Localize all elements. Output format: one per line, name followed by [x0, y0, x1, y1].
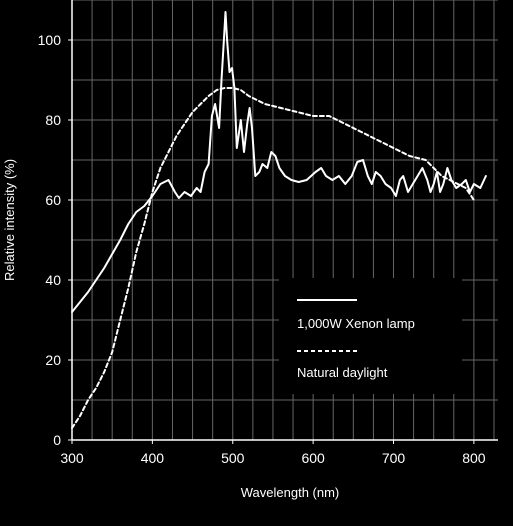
- y-tick-label: 100: [38, 32, 62, 48]
- y-tick-label: 80: [45, 112, 61, 128]
- legend-label-xenon: 1,000W Xenon lamp: [297, 316, 415, 331]
- x-tick-label: 700: [382, 450, 406, 466]
- x-tick-label: 800: [462, 450, 486, 466]
- x-tick-label: 300: [60, 450, 84, 466]
- x-axis-label: Wavelength (nm): [241, 485, 340, 500]
- y-tick-label: 0: [53, 432, 61, 448]
- y-tick-label: 60: [45, 192, 61, 208]
- legend: 1,000W Xenon lamp Natural daylight: [279, 278, 462, 394]
- y-axis-label: Relative intensity (%): [2, 159, 17, 281]
- axes: [68, 0, 498, 444]
- y-tick-label: 20: [45, 352, 61, 368]
- x-tick-labels: 300 400 500 600 700 800: [60, 450, 485, 466]
- series-line-xenon: [71, 11, 487, 313]
- y-tick-labels: 0 20 40 60 80 100: [38, 32, 62, 448]
- series-layer: [71, 11, 487, 429]
- legend-label-daylight: Natural daylight: [297, 365, 388, 380]
- y-tick-label: 40: [45, 272, 61, 288]
- legend-box: [279, 278, 462, 394]
- x-tick-label: 400: [141, 450, 165, 466]
- x-tick-label: 500: [221, 450, 245, 466]
- x-tick-label: 600: [301, 450, 325, 466]
- series-line-daylight: [71, 87, 475, 429]
